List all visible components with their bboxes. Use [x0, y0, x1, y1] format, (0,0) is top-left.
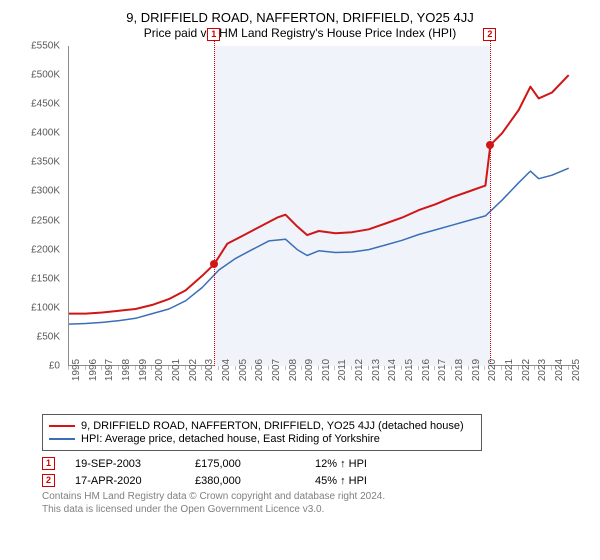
- chart-title-line2: Price paid vs. HM Land Registry's House …: [12, 26, 588, 40]
- legend-swatch: [49, 421, 75, 431]
- y-tick-label: £200K: [31, 244, 60, 255]
- y-tick-label: £350K: [31, 157, 60, 168]
- y-tick-label: £300K: [31, 186, 60, 197]
- x-tick-label: 2001: [171, 359, 182, 381]
- footer-attribution: Contains HM Land Registry data © Crown c…: [42, 491, 588, 516]
- x-tick-label: 2015: [404, 359, 415, 381]
- sale-marker-dash: [490, 40, 491, 366]
- x-tick-label: 2021: [504, 359, 515, 381]
- y-tick-label: £450K: [31, 99, 60, 110]
- sale-row-price: £175,000: [195, 458, 315, 470]
- sale-row: 2 17-APR-2020£380,00045% ↑ HPI: [42, 474, 588, 487]
- x-tick-label: 2005: [238, 359, 249, 381]
- x-tick-label: 2012: [354, 359, 365, 381]
- line-chart-svg: [69, 46, 577, 366]
- y-tick-label: £500K: [31, 70, 60, 81]
- legend: 9, DRIFFIELD ROAD, NAFFERTON, DRIFFIELD,…: [42, 414, 482, 451]
- sale-row-marker: 2: [42, 474, 55, 487]
- x-tick-label: 2007: [271, 359, 282, 381]
- x-tick-label: 1999: [138, 359, 149, 381]
- footer-line1: Contains HM Land Registry data © Crown c…: [42, 491, 588, 504]
- x-tick-label: 2019: [471, 359, 482, 381]
- x-tick-label: 2023: [537, 359, 548, 381]
- x-tick-label: 2011: [337, 359, 348, 381]
- plot-region: 12: [68, 46, 576, 366]
- x-tick-label: 2024: [554, 359, 565, 381]
- sale-row-marker: 1: [42, 457, 55, 470]
- x-tick-label: 2017: [437, 359, 448, 381]
- legend-label: HPI: Average price, detached house, East…: [81, 433, 380, 445]
- x-tick-label: 2013: [371, 359, 382, 381]
- chart-container: 9, DRIFFIELD ROAD, NAFFERTON, DRIFFIELD,…: [0, 0, 600, 560]
- legend-item: HPI: Average price, detached house, East…: [49, 433, 475, 445]
- legend-swatch: [49, 434, 75, 444]
- x-tick-label: 2025: [571, 359, 582, 381]
- y-tick-label: £250K: [31, 215, 60, 226]
- x-tick-label: 2016: [421, 359, 432, 381]
- x-tick-label: 2002: [188, 359, 199, 381]
- y-tick-label: £150K: [31, 273, 60, 284]
- x-tick-label: 2003: [204, 359, 215, 381]
- legend-label: 9, DRIFFIELD ROAD, NAFFERTON, DRIFFIELD,…: [81, 420, 464, 432]
- y-tick-label: £100K: [31, 302, 60, 313]
- y-tick-label: £550K: [31, 41, 60, 52]
- x-tick-label: 2004: [221, 359, 232, 381]
- x-tick-label: 2020: [487, 359, 498, 381]
- sale-marker-badge: 2: [483, 28, 496, 41]
- sale-marker-dot: [210, 260, 218, 268]
- x-tick-label: 2009: [304, 359, 315, 381]
- sale-row-price: £380,000: [195, 475, 315, 487]
- sale-marker-badge: 1: [207, 28, 220, 41]
- x-tick-label: 2000: [154, 359, 165, 381]
- legend-item: 9, DRIFFIELD ROAD, NAFFERTON, DRIFFIELD,…: [49, 420, 475, 432]
- x-tick-label: 2010: [321, 359, 332, 381]
- sale-row-date: 19-SEP-2003: [75, 458, 195, 470]
- footer-line2: This data is licensed under the Open Gov…: [42, 504, 588, 517]
- y-tick-label: £0: [49, 361, 60, 372]
- x-tick-label: 2018: [454, 359, 465, 381]
- x-tick-label: 1997: [104, 359, 115, 381]
- sale-marker-dot: [486, 141, 494, 149]
- sales-table: 1 19-SEP-2003£175,00012% ↑ HPI 2 17-APR-202…: [42, 457, 588, 487]
- x-tick-label: 2014: [387, 359, 398, 381]
- x-tick-label: 2006: [254, 359, 265, 381]
- y-tick-label: £400K: [31, 128, 60, 139]
- sale-row-date: 17-APR-2020: [75, 475, 195, 487]
- x-tick-label: 2008: [288, 359, 299, 381]
- sale-marker-dash: [214, 40, 215, 366]
- x-tick-label: 2022: [521, 359, 532, 381]
- chart-area: £0 £50K £100K £150K £200K £250K £300K £350K £400…: [20, 46, 580, 386]
- sale-row: 1 19-SEP-2003£175,00012% ↑ HPI: [42, 457, 588, 470]
- sale-row-diff: 12% ↑ HPI: [315, 458, 435, 470]
- x-tick-label: 1996: [88, 359, 99, 381]
- x-tick-label: 1995: [71, 359, 82, 381]
- x-axis: 1995199619971998199920002001200220032004…: [68, 366, 576, 386]
- x-tick-label: 1998: [121, 359, 132, 381]
- sale-row-diff: 45% ↑ HPI: [315, 475, 435, 487]
- y-axis: £0£50K£100K£150K£200K£250K£300K£350K£400…: [20, 46, 62, 366]
- y-tick-label: £50K: [37, 331, 60, 342]
- chart-title-line1: 9, DRIFFIELD ROAD, NAFFERTON, DRIFFIELD,…: [12, 10, 588, 25]
